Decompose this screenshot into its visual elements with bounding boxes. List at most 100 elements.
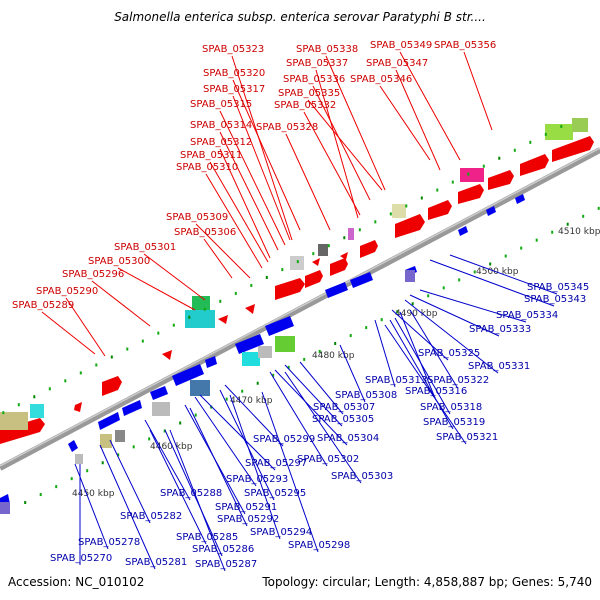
reverse-gene-label[interactable]: SPAB_05287 bbox=[195, 559, 257, 570]
feature-box[interactable] bbox=[100, 434, 112, 448]
gene-arrow[interactable] bbox=[520, 154, 549, 176]
gene-arrow[interactable] bbox=[162, 350, 172, 360]
reverse-gene-label[interactable]: SPAB_05305 bbox=[312, 414, 374, 425]
forward-gene-label[interactable]: SPAB_05314 bbox=[190, 120, 252, 131]
gene-arrow[interactable] bbox=[428, 200, 452, 220]
gene-arrow[interactable] bbox=[325, 282, 348, 298]
gene-arrow[interactable] bbox=[0, 418, 45, 444]
feature-box[interactable] bbox=[405, 270, 415, 282]
forward-gene-label[interactable]: SPAB_05336 bbox=[283, 74, 345, 85]
gene-arrow[interactable] bbox=[312, 258, 320, 266]
reverse-gene-label[interactable]: SPAB_05282 bbox=[120, 511, 182, 522]
gene-arrow[interactable] bbox=[275, 278, 305, 300]
forward-gene-label[interactable]: SPAB_05300 bbox=[88, 256, 150, 267]
reverse-gene-label[interactable]: SPAB_05308 bbox=[335, 390, 397, 401]
gene-arrow[interactable] bbox=[74, 402, 82, 412]
gene-arrow[interactable] bbox=[245, 304, 255, 314]
feature-box[interactable] bbox=[30, 404, 44, 418]
feature-box[interactable] bbox=[258, 346, 272, 358]
gene-arrow[interactable] bbox=[340, 252, 348, 260]
forward-gene-label[interactable]: SPAB_05337 bbox=[286, 58, 348, 69]
feature-box[interactable] bbox=[75, 454, 83, 464]
feature-box[interactable] bbox=[115, 430, 125, 442]
feature-box[interactable] bbox=[545, 124, 573, 140]
reverse-gene-label[interactable]: SPAB_05316 bbox=[405, 386, 467, 397]
forward-gene-label[interactable]: SPAB_05335 bbox=[278, 88, 340, 99]
gene-arrow[interactable] bbox=[458, 226, 468, 236]
reverse-gene-label[interactable]: SPAB_05313 bbox=[365, 375, 427, 386]
feature-box[interactable] bbox=[348, 228, 354, 240]
gene-arrow[interactable] bbox=[98, 412, 120, 430]
reverse-gene-label[interactable]: SPAB_05286 bbox=[192, 544, 254, 555]
gene-arrow[interactable] bbox=[552, 136, 594, 162]
feature-box[interactable] bbox=[0, 502, 10, 514]
reverse-gene-label[interactable]: SPAB_05297 bbox=[245, 458, 307, 469]
reverse-gene-label[interactable]: SPAB_05299 bbox=[253, 434, 315, 445]
reverse-gene-label[interactable]: SPAB_05333 bbox=[469, 324, 531, 335]
gene-arrow[interactable] bbox=[305, 270, 323, 288]
forward-gene-label[interactable]: SPAB_05356 bbox=[434, 40, 496, 51]
reverse-gene-label[interactable]: SPAB_05293 bbox=[226, 474, 288, 485]
forward-gene-label[interactable]: SPAB_05290 bbox=[36, 286, 98, 297]
gene-arrow[interactable] bbox=[68, 440, 78, 452]
reverse-gene-label[interactable]: SPAB_05278 bbox=[78, 537, 140, 548]
gene-arrow[interactable] bbox=[235, 334, 264, 354]
reverse-gene-label[interactable]: SPAB_05288 bbox=[160, 488, 222, 499]
feature-box[interactable] bbox=[0, 412, 28, 430]
forward-gene-label[interactable]: SPAB_05332 bbox=[274, 100, 336, 111]
reverse-gene-label[interactable]: SPAB_05334 bbox=[496, 310, 558, 321]
forward-gene-label[interactable]: SPAB_05323 bbox=[202, 44, 264, 55]
feature-box[interactable] bbox=[152, 402, 170, 416]
reverse-gene-label[interactable]: SPAB_05281 bbox=[125, 557, 187, 568]
forward-gene-label[interactable]: SPAB_05320 bbox=[203, 68, 265, 79]
forward-gene-label[interactable]: SPAB_05349 bbox=[370, 40, 432, 51]
reverse-gene-label[interactable]: SPAB_05319 bbox=[423, 417, 485, 428]
reverse-gene-label[interactable]: SPAB_05285 bbox=[176, 532, 238, 543]
reverse-gene-label[interactable]: SPAB_05304 bbox=[317, 433, 379, 444]
feature-box[interactable] bbox=[185, 310, 215, 328]
feature-box[interactable] bbox=[190, 380, 210, 396]
forward-gene-label[interactable]: SPAB_05306 bbox=[174, 227, 236, 238]
reverse-gene-label[interactable]: SPAB_05291 bbox=[215, 502, 277, 513]
gene-arrow[interactable] bbox=[218, 315, 228, 324]
reverse-gene-label[interactable]: SPAB_05331 bbox=[468, 361, 530, 372]
reverse-gene-label[interactable]: SPAB_05292 bbox=[217, 514, 279, 525]
forward-gene-label[interactable]: SPAB_05311 bbox=[180, 150, 242, 161]
reverse-gene-label[interactable]: SPAB_05321 bbox=[436, 432, 498, 443]
gene-arrow[interactable] bbox=[122, 400, 142, 416]
forward-gene-label[interactable]: SPAB_05312 bbox=[190, 137, 252, 148]
reverse-gene-label[interactable]: SPAB_05302 bbox=[297, 454, 359, 465]
forward-gene-label[interactable]: SPAB_05310 bbox=[176, 162, 238, 173]
gene-arrow[interactable] bbox=[330, 258, 348, 276]
feature-box[interactable] bbox=[572, 118, 588, 132]
reverse-gene-label[interactable]: SPAB_05343 bbox=[524, 294, 586, 305]
reverse-gene-label[interactable]: SPAB_05294 bbox=[250, 527, 312, 538]
gene-arrow[interactable] bbox=[360, 240, 378, 258]
gene-arrow[interactable] bbox=[350, 272, 373, 288]
gene-arrow[interactable] bbox=[488, 170, 514, 190]
feature-box[interactable] bbox=[392, 204, 406, 218]
gene-arrow[interactable] bbox=[150, 386, 168, 400]
forward-gene-label[interactable]: SPAB_05309 bbox=[166, 212, 228, 223]
feature-box[interactable] bbox=[242, 352, 260, 366]
forward-gene-label[interactable]: SPAB_05338 bbox=[296, 44, 358, 55]
gene-arrow[interactable] bbox=[205, 356, 217, 368]
reverse-gene-label[interactable]: SPAB_05318 bbox=[420, 402, 482, 413]
reverse-gene-label[interactable]: SPAB_05270 bbox=[50, 553, 112, 564]
reverse-gene-label[interactable]: SPAB_05295 bbox=[244, 488, 306, 499]
gene-arrow[interactable] bbox=[265, 316, 294, 336]
reverse-gene-label[interactable]: SPAB_05303 bbox=[331, 471, 393, 482]
forward-gene-label[interactable]: SPAB_05296 bbox=[62, 269, 124, 280]
feature-box[interactable] bbox=[192, 296, 210, 310]
gene-arrow[interactable] bbox=[102, 376, 122, 396]
gene-arrow[interactable] bbox=[172, 364, 204, 386]
forward-gene-label[interactable]: SPAB_05347 bbox=[366, 58, 428, 69]
gene-arrow[interactable] bbox=[515, 194, 525, 204]
forward-gene-label[interactable]: SPAB_05328 bbox=[256, 122, 318, 133]
forward-gene-label[interactable]: SPAB_05301 bbox=[114, 242, 176, 253]
forward-gene-label[interactable]: SPAB_05346 bbox=[350, 74, 412, 85]
forward-gene-label[interactable]: SPAB_05289 bbox=[12, 300, 74, 311]
reverse-gene-label[interactable]: SPAB_05322 bbox=[427, 375, 489, 386]
gene-arrow[interactable] bbox=[486, 206, 496, 216]
feature-box[interactable] bbox=[460, 168, 484, 182]
